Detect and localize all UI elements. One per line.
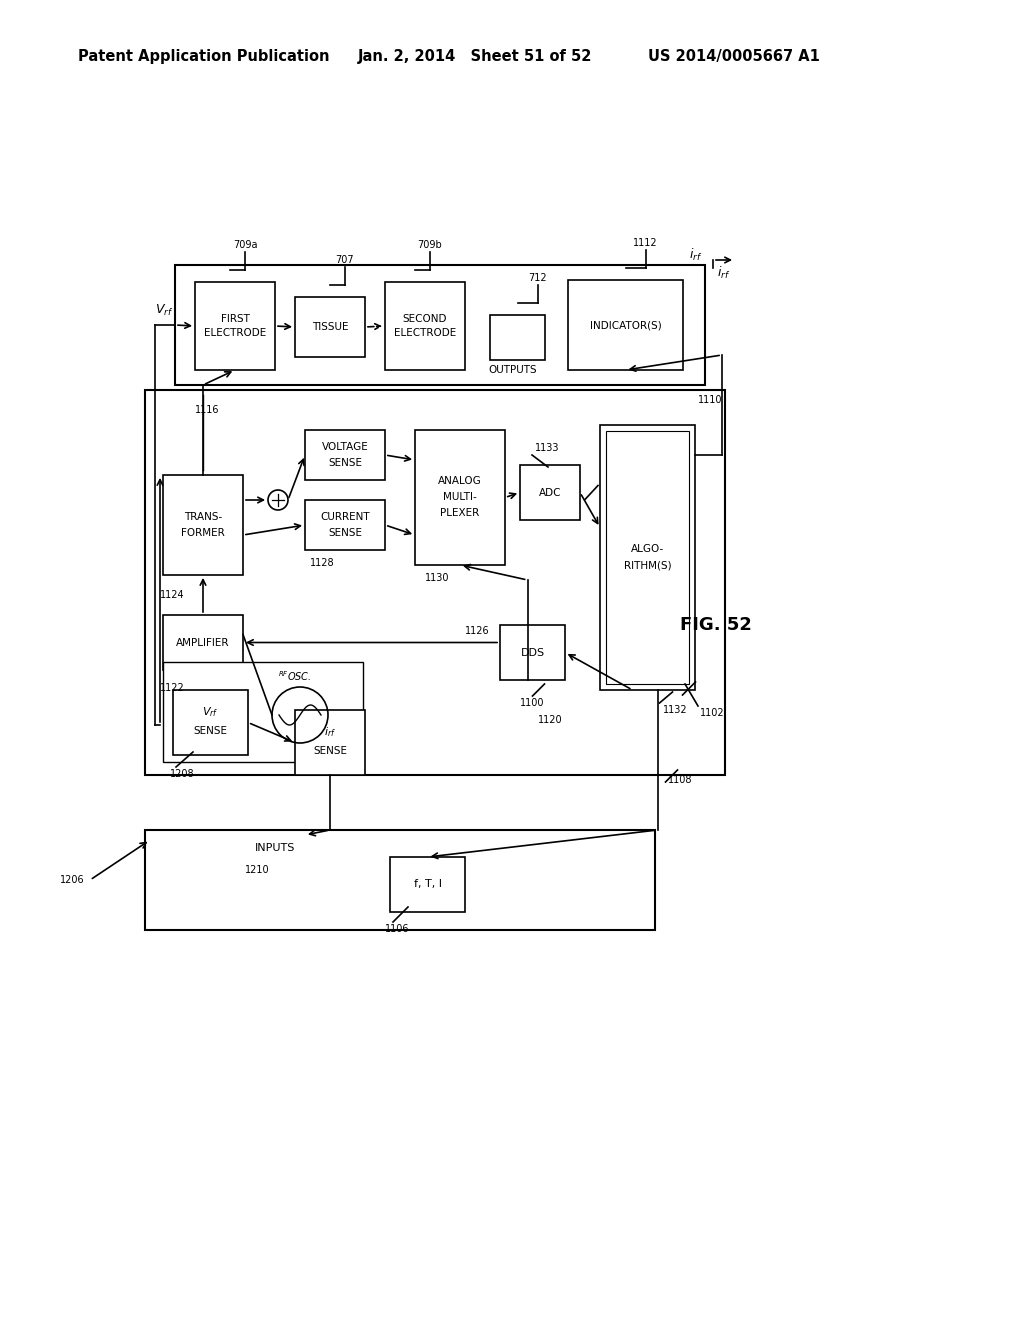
Text: SECOND: SECOND: [402, 314, 447, 323]
Text: 1100: 1100: [520, 698, 545, 708]
Bar: [295, 297, 365, 356]
Bar: [415, 430, 505, 565]
Bar: [600, 425, 695, 690]
Text: f, T, I: f, T, I: [414, 879, 441, 890]
Bar: [568, 280, 683, 370]
Text: 1132: 1132: [663, 705, 687, 715]
Text: SENSE: SENSE: [328, 528, 362, 539]
Bar: [305, 430, 385, 480]
Bar: [175, 265, 705, 385]
Bar: [305, 500, 385, 550]
Text: $i_{rf}$: $i_{rf}$: [689, 247, 702, 263]
Bar: [173, 690, 248, 755]
Text: 1108: 1108: [668, 775, 692, 785]
Text: SENSE: SENSE: [328, 458, 362, 469]
Bar: [385, 282, 465, 370]
Bar: [500, 624, 565, 680]
Bar: [390, 857, 465, 912]
Text: SENSE: SENSE: [313, 746, 347, 755]
Text: 1133: 1133: [535, 444, 559, 453]
Bar: [195, 282, 275, 370]
Text: 709b: 709b: [418, 240, 442, 249]
Text: 712: 712: [528, 273, 547, 282]
Bar: [163, 615, 243, 671]
Text: 1106: 1106: [385, 924, 410, 935]
Text: 1110: 1110: [697, 395, 722, 405]
Text: 707: 707: [336, 255, 354, 265]
Text: 1124: 1124: [160, 590, 184, 601]
Text: US 2014/0005667 A1: US 2014/0005667 A1: [648, 49, 820, 65]
Text: $V_{rf}$: $V_{rf}$: [155, 302, 173, 318]
Text: FIRST: FIRST: [220, 314, 250, 323]
Text: 1126: 1126: [465, 626, 490, 635]
Text: 709a: 709a: [232, 240, 257, 249]
Text: FORMER: FORMER: [181, 528, 225, 539]
Text: Patent Application Publication: Patent Application Publication: [78, 49, 330, 65]
Text: ELECTRODE: ELECTRODE: [394, 327, 456, 338]
Text: TRANS-: TRANS-: [184, 512, 222, 521]
Bar: [490, 315, 545, 360]
Text: DDS: DDS: [520, 648, 545, 657]
Text: 1128: 1128: [310, 558, 335, 568]
Text: 1206: 1206: [60, 875, 85, 884]
Text: 1102: 1102: [700, 708, 725, 718]
Bar: [606, 432, 689, 684]
Bar: [145, 830, 655, 931]
Bar: [163, 663, 362, 762]
Text: CURRENT: CURRENT: [321, 512, 370, 521]
Text: 1208: 1208: [170, 770, 195, 779]
Text: VOLTAGE: VOLTAGE: [322, 442, 369, 451]
Bar: [145, 389, 725, 775]
Text: 1122: 1122: [160, 682, 184, 693]
Text: $i_{rf}$: $i_{rf}$: [324, 726, 336, 739]
Text: RITHM(S): RITHM(S): [624, 561, 672, 570]
Text: SENSE: SENSE: [194, 726, 227, 735]
Text: INPUTS: INPUTS: [255, 843, 295, 853]
Text: AMPLIFIER: AMPLIFIER: [176, 638, 229, 648]
Text: TISSUE: TISSUE: [311, 322, 348, 333]
Text: $^{RF}$OSC.: $^{RF}$OSC.: [279, 669, 311, 682]
Text: 1116: 1116: [195, 405, 219, 414]
Bar: [295, 710, 365, 775]
Bar: [520, 465, 580, 520]
Text: 1112: 1112: [633, 238, 657, 248]
Text: 1210: 1210: [245, 865, 269, 875]
Text: 1130: 1130: [425, 573, 450, 583]
Text: ANALOG: ANALOG: [438, 477, 482, 487]
Text: Jan. 2, 2014   Sheet 51 of 52: Jan. 2, 2014 Sheet 51 of 52: [358, 49, 592, 65]
Text: ADC: ADC: [539, 487, 561, 498]
Text: $V_{rf}$: $V_{rf}$: [203, 706, 219, 719]
Text: INDICATOR(S): INDICATOR(S): [590, 319, 662, 330]
Text: MULTI-: MULTI-: [443, 492, 477, 503]
Text: FIG. 52: FIG. 52: [680, 616, 752, 634]
Text: $i_{rf}$: $i_{rf}$: [717, 265, 730, 281]
Text: OUTPUTS: OUTPUTS: [488, 366, 537, 375]
Text: PLEXER: PLEXER: [440, 508, 479, 519]
Bar: [163, 475, 243, 576]
Text: ELECTRODE: ELECTRODE: [204, 327, 266, 338]
Text: 1120: 1120: [538, 715, 562, 725]
Text: ALGO-: ALGO-: [631, 544, 665, 554]
